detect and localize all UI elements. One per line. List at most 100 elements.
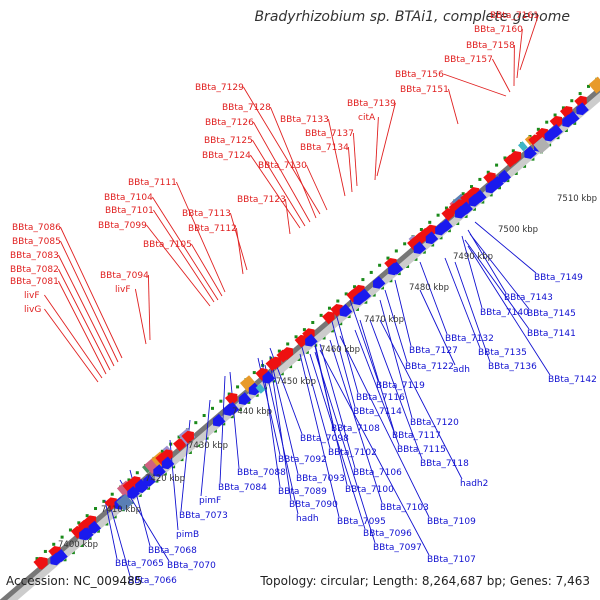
reverse-gene-label: BBta_7114	[353, 407, 402, 417]
reverse-gene-label: BBta_7073	[179, 511, 228, 521]
reverse-gene-label: BBta_7118	[420, 459, 469, 469]
kbp-tick-label: 7410 kbp	[101, 505, 141, 515]
forward-gene-label: BBta_7160	[474, 25, 523, 35]
guide-dot	[419, 227, 423, 231]
guide-dot	[428, 220, 432, 224]
reverse-gene-arrow	[262, 370, 276, 384]
guide-dot	[361, 278, 365, 282]
guide-dot	[71, 551, 75, 555]
guide-dot	[105, 522, 109, 526]
forward-label-leader	[376, 102, 396, 177]
guide-dot	[439, 236, 443, 240]
forward-label-leader	[57, 280, 107, 375]
guide-dot	[486, 170, 490, 174]
gene-feature	[566, 111, 580, 124]
forward-gene-label: BBta_7139	[347, 99, 396, 109]
reverse-label-leader	[334, 309, 359, 394]
reverse-gene-arrow	[339, 304, 353, 317]
guide-dot	[205, 436, 209, 440]
reverse-label-leader	[419, 261, 448, 335]
guide-dot	[102, 499, 106, 503]
guide-dot	[194, 421, 198, 425]
guide-dot	[503, 156, 507, 160]
forward-label-leader	[59, 240, 119, 363]
forward-gene-label: BBta_7111	[128, 178, 177, 188]
forward-gene-label: BBta_7113	[182, 209, 231, 219]
forward-label-leader	[147, 274, 151, 341]
reverse-label-leader	[299, 353, 340, 518]
forward-gene-label: BBta_7123	[237, 195, 286, 205]
reverse-gene-label: BBta_7142	[548, 375, 597, 385]
forward-label-leader	[152, 196, 219, 301]
forward-gene-arrow	[330, 303, 343, 317]
reverse-gene-label: BBta_7102	[328, 448, 377, 458]
gene-feature	[143, 473, 156, 487]
guide-dot	[369, 270, 373, 274]
reverse-gene-label: BBta_7116	[356, 393, 405, 403]
reverse-label-leader	[200, 399, 211, 497]
forward-gene-label: BBta_7126	[205, 118, 254, 128]
reverse-label-leader	[299, 339, 331, 449]
guide-dot	[280, 372, 284, 376]
forward-label-leader	[327, 118, 346, 197]
reverse-label-leader	[319, 349, 430, 556]
forward-label-leader	[250, 154, 301, 229]
reverse-gene-arrow	[566, 111, 580, 124]
forward-gene-label: BBta_7125	[204, 136, 253, 146]
forward-label-leader	[175, 181, 226, 293]
reverse-label-leader	[264, 364, 299, 515]
label-leaders	[44, 14, 551, 577]
guide-dot	[414, 257, 418, 261]
reverse-gene-label: BBta_7090	[289, 500, 338, 510]
reverse-gene-label: BBta_7068	[148, 546, 197, 556]
guide-dot	[155, 479, 159, 483]
guide-dot	[381, 286, 385, 290]
gene-feature	[498, 169, 512, 183]
gene-feature	[440, 218, 453, 232]
gene-feature	[127, 486, 140, 499]
guide-dot	[478, 177, 482, 181]
gene-feature	[576, 102, 589, 116]
reverse-label-leader	[467, 245, 551, 376]
forward-gene-label: BBta_7129	[195, 83, 244, 93]
genome-summary-text: Topology: circular; Length: 8,264,687 bp…	[260, 574, 590, 588]
reverse-label-leader	[474, 221, 537, 274]
reverse-label-leader	[379, 319, 463, 480]
guide-dot	[94, 507, 98, 511]
guide-dot	[573, 121, 577, 125]
guide-dot	[570, 99, 574, 103]
guide-dot	[289, 365, 293, 369]
reverse-gene-label: BBta_7089	[278, 487, 327, 497]
guide-dot	[514, 171, 518, 175]
reverse-label-leader	[269, 355, 299, 475]
gene-feature	[372, 275, 386, 289]
reverse-gene-label: BBta_7119	[376, 381, 425, 391]
forward-gene-label: BBta_7134	[300, 143, 349, 153]
gene-feature	[255, 383, 266, 394]
forward-gene-label: BBta_7105	[143, 240, 192, 250]
forward-label-leader	[44, 308, 99, 383]
reverse-label-leader	[464, 239, 530, 330]
reverse-gene-arrow	[358, 288, 372, 302]
guide-dot	[294, 335, 298, 339]
forward-label-leader	[44, 294, 103, 379]
forward-label-leader	[352, 132, 358, 187]
reverse-gene-label: pimF	[199, 496, 221, 506]
forward-gene-arrow	[322, 311, 335, 325]
forward-label-leader	[146, 224, 211, 307]
reverse-gene-label: BBta_7107	[427, 555, 476, 565]
reverse-gene-arrow	[88, 520, 102, 534]
reverse-label-leader	[359, 319, 395, 432]
guide-dot	[378, 263, 382, 267]
reverse-gene-label: BBta_7106	[353, 468, 402, 478]
gene-feature	[238, 392, 252, 405]
guide-dot	[403, 242, 407, 246]
gene-feature	[549, 115, 563, 129]
forward-gene-label: BBta_7083	[10, 251, 59, 261]
forward-gene-label: BBta_7104	[104, 193, 153, 203]
map-title: Bradyrhizobium sp. BTAi1, complete genom…	[254, 9, 570, 25]
reverse-gene-arrow	[474, 189, 487, 203]
forward-label-leader	[516, 28, 523, 79]
reverse-gene-arrow	[576, 102, 589, 116]
reverse-gene-label: BBta_7070	[167, 561, 216, 571]
